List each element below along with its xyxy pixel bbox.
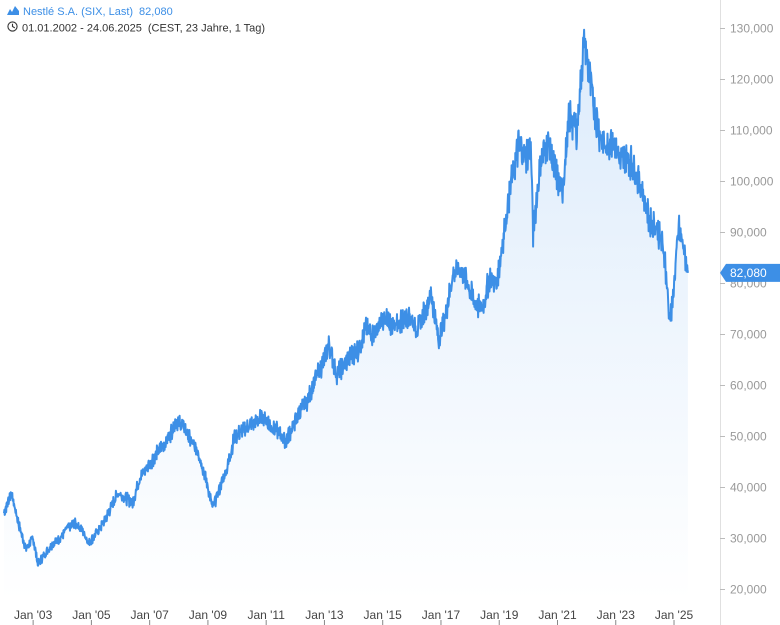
x-tick-label: Jan '03 — [14, 608, 53, 622]
y-tick-label: 100,000 — [730, 175, 774, 189]
last-value-tag — [720, 263, 780, 282]
x-tick-label: Jan '13 — [305, 608, 344, 622]
y-tick-label: 130,000 — [730, 22, 774, 36]
instrument-header: Nestlé S.A. (SIX, Last) 82,080 — [7, 5, 173, 19]
y-tick-label: 40,000 — [730, 481, 767, 495]
x-tick-label: Jan '17 — [422, 608, 461, 622]
x-tick-label: Jan '05 — [72, 608, 111, 622]
date-range: 01.01.2002 - 24.06.2025 — [22, 22, 142, 35]
y-tick-label: 110,000 — [730, 124, 773, 138]
x-tick-label: Jan '09 — [189, 608, 228, 622]
y-tick-label: 120,000 — [730, 73, 774, 87]
date-range-header: 01.01.2002 - 24.06.2025 (CEST, 23 Jahre, … — [7, 21, 265, 36]
x-tick-label: Jan '19 — [480, 608, 519, 622]
y-tick-label: 70,000 — [730, 328, 767, 342]
y-tick-label: 50,000 — [730, 430, 767, 444]
instrument-name: Nestlé S.A. (SIX, Last) — [23, 6, 134, 18]
mountain-chart-icon — [7, 5, 19, 19]
y-tick-label: 30,000 — [730, 532, 767, 546]
price-series-line — [3, 28, 689, 567]
x-tick-label: Jan '11 — [247, 608, 285, 622]
y-tick-label: 90,000 — [730, 226, 767, 240]
clock-icon — [7, 21, 18, 36]
last-value: 82,080 — [139, 6, 173, 18]
range-info: (CEST, 23 Jahre, 1 Tag) — [147, 22, 266, 35]
x-tick-label: Jan '07 — [130, 608, 169, 622]
x-tick-label: Jan '15 — [364, 608, 403, 622]
price-area — [4, 29, 688, 600]
x-tick-label: Jan '23 — [597, 608, 636, 622]
x-tick-label: Jan '25 — [655, 608, 694, 622]
y-tick-label: 60,000 — [730, 379, 767, 393]
x-tick-label: Jan '21 — [538, 608, 577, 622]
y-tick-label: 20,000 — [730, 583, 767, 597]
last-value-tag-label: 82,080 — [730, 266, 767, 280]
